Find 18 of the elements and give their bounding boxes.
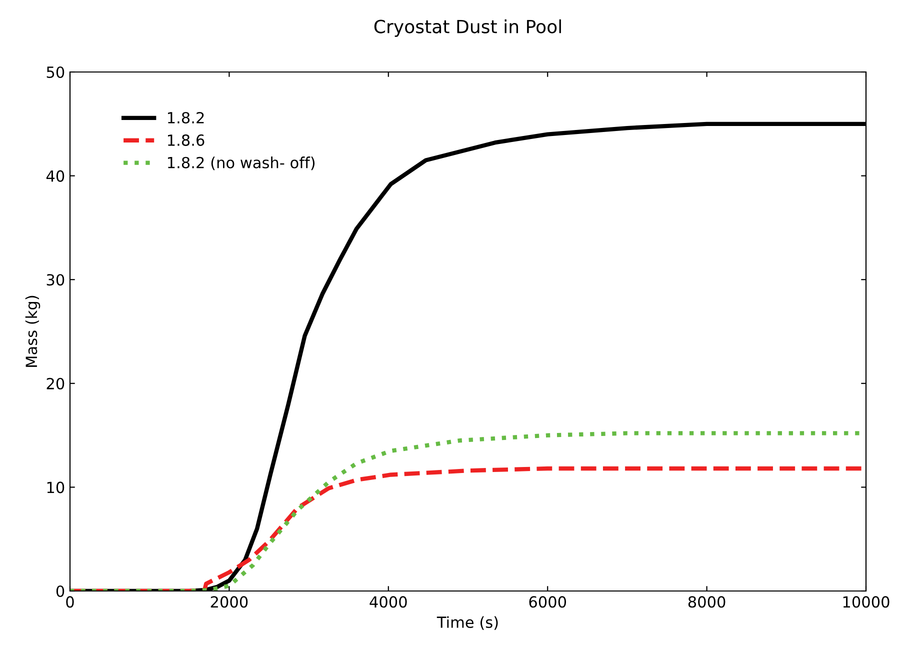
y-tick-label: 10 — [47, 482, 64, 494]
chart-title: Cryostat Dust in Pool — [374, 19, 561, 37]
legend-label: 1.8.6 — [168, 134, 204, 146]
y-tick-label: 20 — [46, 378, 64, 390]
y-axis-title: Mass (kg) — [25, 296, 40, 367]
x-axis-title: Time (s) — [436, 616, 498, 630]
x-tick-label: 2000 — [210, 596, 248, 608]
y-tick-label: 50 — [46, 66, 64, 78]
x-tick-label: 8000 — [688, 596, 726, 608]
y-tick-label: 0 — [56, 585, 64, 598]
x-tick-label: 10000 — [843, 596, 890, 608]
legend-label: 1.8.2 — [168, 112, 204, 124]
x-tick-label: 4000 — [370, 596, 407, 608]
x-tick-label: 6000 — [529, 596, 566, 608]
y-tick-label: 40 — [46, 170, 64, 182]
x-tick-label: 0 — [66, 596, 74, 608]
legend-label: 1.8.2 (no wash- off) — [168, 156, 315, 170]
y-tick-label: 30 — [46, 274, 64, 286]
